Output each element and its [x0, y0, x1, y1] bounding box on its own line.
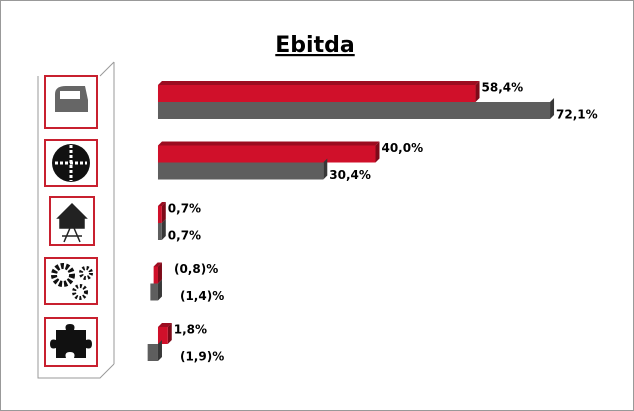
value-label: 0,7%: [168, 229, 201, 243]
value-label: 30,4%: [329, 168, 371, 182]
bar-depth: [157, 81, 480, 85]
bar: [157, 327, 168, 344]
gear-icon: [51, 263, 75, 287]
bar: [157, 162, 324, 180]
bar-depth: [157, 340, 162, 361]
chart-title: Ebitda: [275, 33, 354, 58]
value-label: (1,4)%: [180, 289, 224, 303]
value-label: 40,0%: [381, 141, 423, 155]
bar-depth: [157, 279, 162, 301]
panel-edge: [37, 76, 115, 379]
bar-depth: [475, 81, 480, 102]
bar: [157, 102, 551, 119]
bar: [157, 145, 376, 163]
bar: [157, 223, 162, 240]
bar-depth: [153, 262, 162, 267]
bar-depth: [157, 323, 172, 327]
value-label: 58,4%: [482, 81, 524, 95]
value-label: 0,7%: [168, 202, 201, 216]
icon-panel: [37, 61, 115, 379]
value-label: 1,8%: [174, 323, 207, 337]
puzzle-icon: [50, 324, 92, 358]
bar-depth: [157, 141, 380, 146]
bar-depth: [157, 262, 162, 284]
train-window: [60, 91, 80, 99]
value-label: (0,8)%: [174, 262, 218, 276]
bar-depth: [323, 158, 328, 180]
bar-depth: [161, 219, 166, 240]
gear-icon: [72, 284, 88, 300]
bar-depth: [167, 323, 172, 344]
bar: [157, 85, 476, 102]
bar-depth: [550, 98, 555, 119]
icons: [44, 75, 98, 367]
gear-icon: [79, 266, 93, 280]
value-label: (1,9)%: [180, 350, 224, 364]
bar: [150, 283, 158, 301]
value-label: 72,1%: [556, 108, 598, 122]
bar-depth: [375, 141, 380, 163]
road-lines: [55, 145, 87, 181]
station-icon: [56, 202, 88, 243]
bar: [153, 266, 158, 284]
bar-depth: [157, 202, 166, 206]
bar-depth: [161, 202, 166, 223]
bar: [147, 344, 158, 361]
panel-edge: [99, 61, 115, 77]
bar: [157, 206, 162, 223]
